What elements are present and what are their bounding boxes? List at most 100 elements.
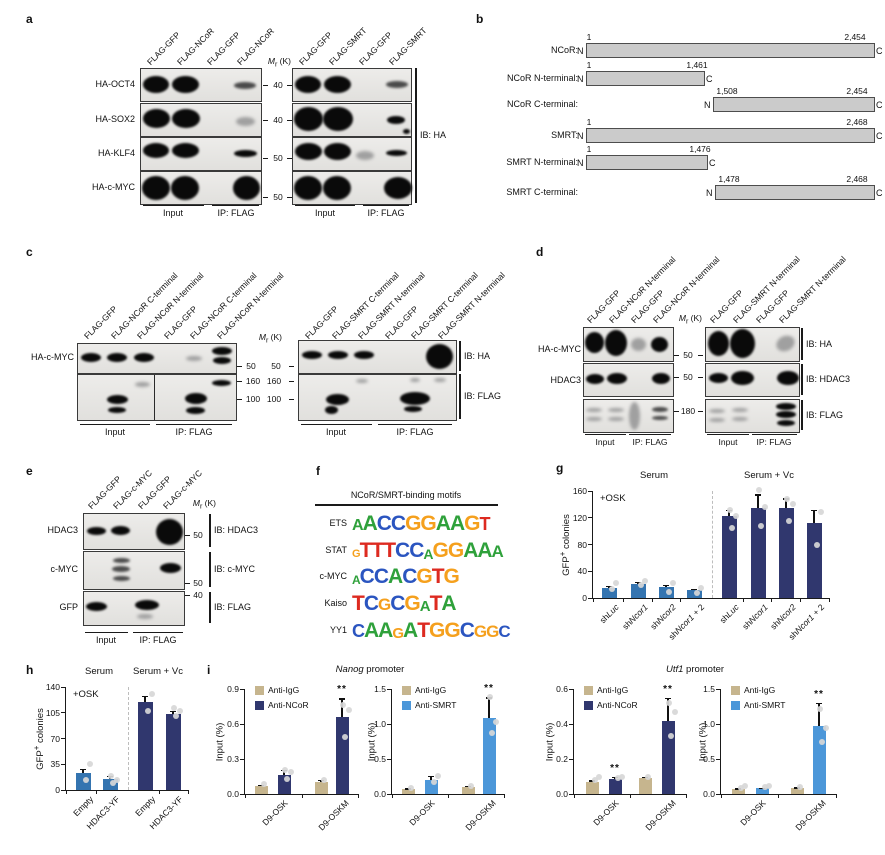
logo-letter-A: A [491, 542, 504, 562]
blot-band [171, 176, 199, 200]
x-axis-tick [630, 794, 631, 798]
chart-bar [254, 785, 268, 794]
blot-band [426, 344, 453, 369]
protein-bar [586, 155, 708, 170]
blot-band [731, 371, 754, 385]
y-tick-label: 0.3 [227, 754, 239, 764]
c-terminus: C [709, 158, 716, 168]
data-point-dot [786, 518, 792, 525]
blot-row-label: HA-c-MYC [538, 344, 581, 354]
y-tick-label: 0.9 [227, 684, 239, 694]
blot-band [356, 379, 368, 383]
y-tick-label: 160 [572, 486, 587, 496]
y-axis-tick [569, 793, 574, 795]
data-point-dot [742, 783, 748, 790]
ip-flag-label: IP: FLAG [396, 427, 434, 437]
logo-letter-C: C [498, 622, 510, 642]
blot-band [386, 81, 408, 88]
ib-label: IB: FLAG [214, 602, 252, 612]
logo-letter-G: G [378, 595, 391, 615]
x-group-label: D9-OSK [738, 798, 769, 828]
data-point-dot [766, 782, 772, 789]
error-bar [818, 703, 820, 727]
chart-bar [601, 587, 617, 598]
lane-label: FLAG-SMRT [386, 25, 429, 68]
blot-row-label: HDAC3 [550, 375, 581, 385]
data-point-dot [818, 509, 824, 516]
legend-label: Anti-NCoR [268, 700, 309, 710]
data-point-dot [615, 775, 621, 782]
blot-band [354, 351, 374, 359]
significance-marker: ** [337, 684, 347, 696]
logo-letter-A: A [419, 597, 431, 615]
x-axis-tick [448, 794, 449, 798]
blot-band [186, 356, 202, 361]
panel-i-chart-utf1-ncor: 0.0 0.2 0.4 0.6 Input (%) Anti-IgG Anti-NCoR **… [545, 684, 687, 832]
chart-bar [721, 516, 737, 598]
group-underline [585, 434, 626, 435]
logo-letter-C: C [390, 591, 405, 615]
logo-letter-C: C [390, 511, 406, 535]
data-point-dot [408, 785, 414, 792]
x-axis-tick [623, 598, 624, 602]
y-axis-tick [569, 723, 574, 725]
data-point-dot [493, 718, 499, 725]
y-tick-label: 70 [50, 733, 60, 744]
logo-letter-C: C [373, 564, 389, 588]
c-terminus: C [876, 100, 883, 110]
logo-letter-G: G [447, 538, 464, 562]
legend-label: Anti-IgG [597, 685, 629, 695]
y-tick-label: 0.2 [556, 754, 568, 764]
motif-tf-label: STAT [325, 545, 347, 555]
mw-tick [185, 595, 190, 596]
blot-box [140, 171, 262, 205]
blot-band [160, 563, 181, 573]
blot-band [651, 337, 668, 352]
mw-marker: 50 [193, 578, 203, 588]
error-bar [82, 768, 84, 774]
significance-marker: ** [814, 689, 824, 700]
blot-band [776, 411, 796, 418]
chart-bar [608, 779, 622, 794]
legend-swatch [402, 686, 411, 695]
logo-letter-G: G [392, 624, 404, 642]
y-axis-tick [387, 723, 392, 725]
mw-marker: 160 [245, 376, 261, 386]
blot-band [732, 408, 748, 412]
panel-e-lane-labels: FLAG-GFP FLAG-c-MYC FLAG-GFP FLAG-c-MYC [83, 468, 204, 511]
mw-header: Mr (K) [258, 332, 282, 345]
x-group-label: D9-OSK [260, 798, 291, 828]
logo-letter-C: C [409, 538, 424, 562]
data-point-dot [814, 542, 820, 549]
logo-letter-C: C [359, 564, 375, 588]
ib-label: IB: FLAG [464, 391, 502, 401]
data-point-dot [340, 702, 346, 709]
condition-header: Serum [640, 470, 668, 481]
error-bar [488, 697, 490, 719]
ib-label: IB: HDAC3 [214, 525, 259, 535]
blot-box [583, 363, 674, 397]
y-axis-tick [61, 712, 66, 714]
input-label: Input [162, 208, 184, 218]
data-point-dot [431, 779, 437, 786]
legend-label: Anti-SMRT [744, 700, 786, 710]
data-point-dot [642, 577, 648, 584]
y-axis-tick [588, 517, 593, 519]
ib-bracket [801, 328, 803, 360]
logo-letter-T: T [371, 538, 384, 562]
blot-band [709, 418, 725, 422]
ip-flag-label: IP: FLAG [632, 437, 668, 447]
error-bar-cap [691, 588, 697, 590]
logo-letter-G: G [416, 564, 432, 588]
blot-band [631, 338, 646, 351]
data-point-dot [823, 724, 829, 731]
blot-band [81, 353, 101, 362]
blot-band [172, 76, 199, 93]
blot-band [652, 407, 668, 412]
y-axis-tick [387, 793, 392, 795]
group-underline [133, 632, 183, 633]
blot-box [83, 551, 185, 590]
x-axis-tick [574, 794, 575, 798]
